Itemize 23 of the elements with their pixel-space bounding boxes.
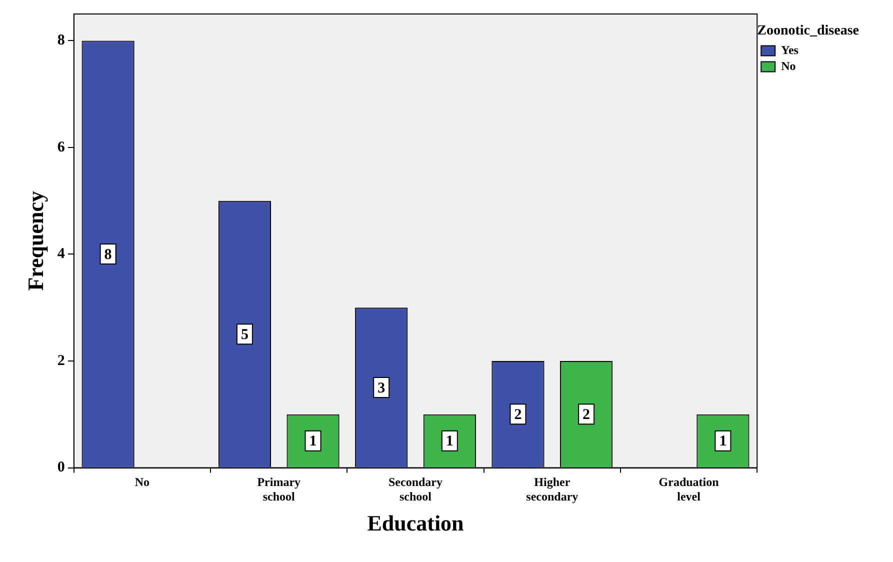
data-label: 2: [514, 407, 522, 424]
data-label: 2: [582, 407, 590, 424]
data-label: 1: [309, 434, 317, 450]
data-label: 1: [446, 434, 454, 450]
legend-label: Yes: [781, 42, 799, 57]
y-tick-label: 8: [57, 32, 65, 49]
x-axis-title: Education: [367, 510, 464, 536]
x-tick-label: Higher secondary: [526, 475, 578, 504]
legend-label: No: [781, 58, 796, 73]
y-tick-label: 0: [57, 460, 65, 476]
data-label: 1: [719, 434, 727, 450]
data-label: 8: [104, 246, 112, 263]
x-tick-label: Graduation level: [658, 475, 720, 504]
y-axis-title: Frequency: [22, 190, 48, 291]
data-label: 3: [378, 380, 386, 396]
y-tick-label: 4: [57, 246, 66, 262]
x-tick-label: No: [134, 475, 150, 490]
x-tick-label: Secondary school: [388, 475, 443, 504]
y-tick-label: 6: [57, 139, 66, 156]
y-tick-label: 2: [57, 352, 65, 369]
x-tick-label: Primary school: [257, 475, 301, 504]
data-label: 5: [240, 326, 248, 343]
legend-title: Zoonotic_disease: [757, 24, 859, 39]
